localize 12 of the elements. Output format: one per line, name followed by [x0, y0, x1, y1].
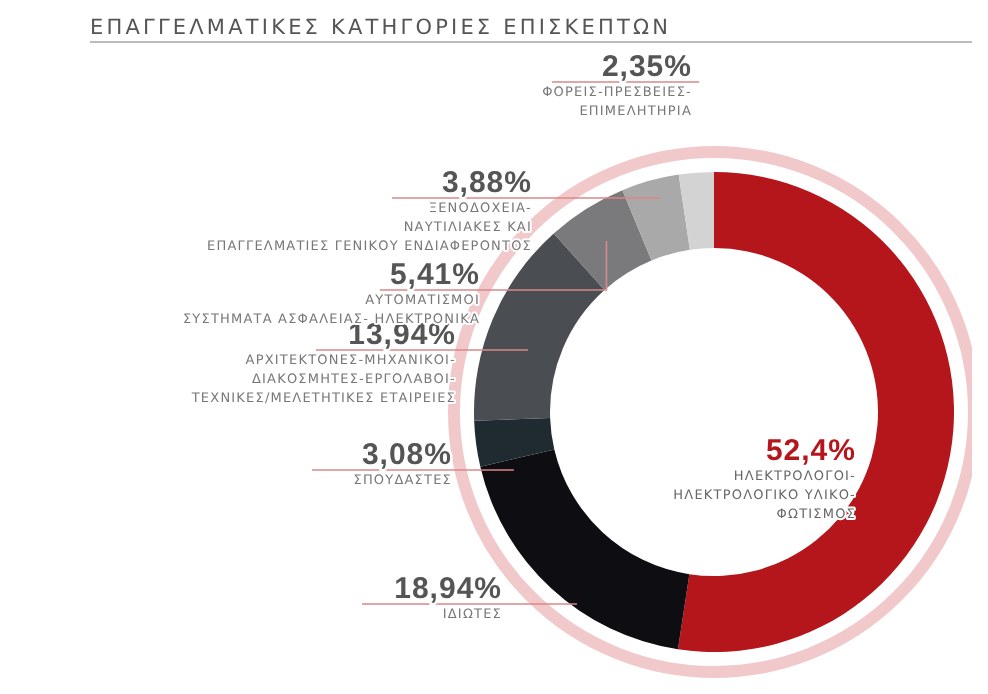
data-label: 3,08%	[361, 438, 452, 472]
donut-slice	[677, 172, 954, 652]
chart-title: ΕΠΑΓΓΕΛΜΑΤΙΚΕΣ ΚΑΤΗΓΟΡΙΕΣ ΕΠΙΣΚΕΠΤΩΝ	[90, 16, 672, 40]
donut-slice	[678, 172, 714, 250]
donut-slice	[622, 174, 690, 261]
data-label: 5,41%	[389, 258, 480, 292]
data-label: 18,94%	[394, 572, 502, 606]
data-label: 52,4%	[765, 434, 856, 468]
donut-slice	[553, 190, 652, 290]
donut-slice	[474, 417, 555, 467]
data-label: 2,35%	[601, 50, 692, 84]
data-label: 3,88%	[441, 166, 532, 200]
